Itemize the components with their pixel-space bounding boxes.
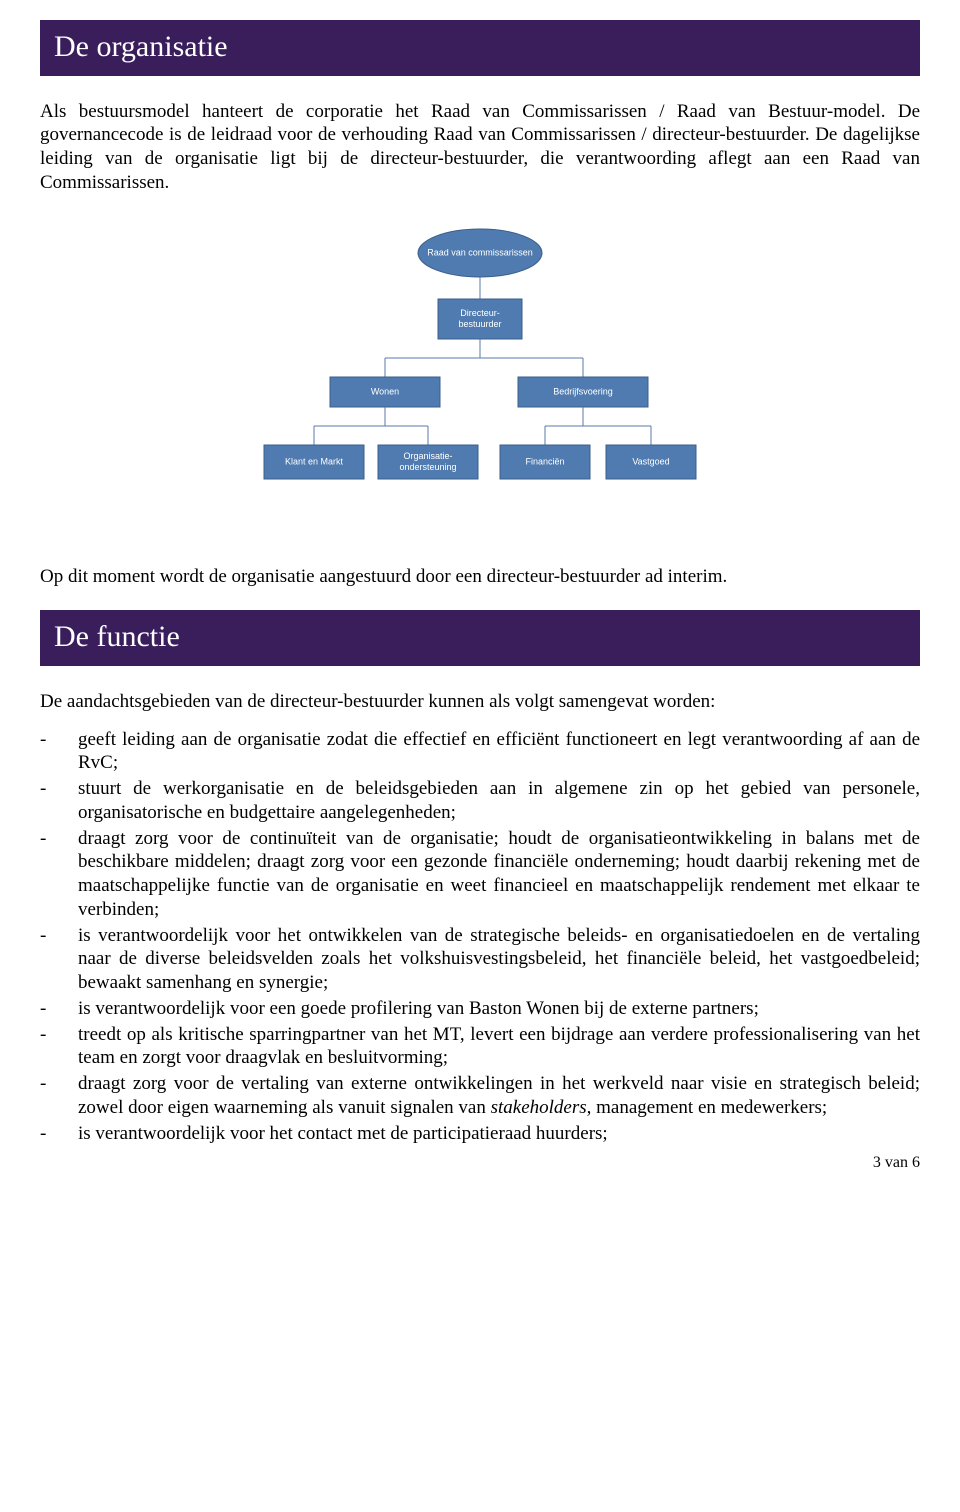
list-item: treedt op als kritische sparringpartner … — [40, 1023, 920, 1071]
after-chart-paragraph: Op dit moment wordt de organisatie aange… — [40, 565, 920, 589]
bullet-list: geeft leiding aan de organisatie zodat d… — [40, 728, 920, 1146]
svg-text:bestuurder: bestuurder — [458, 318, 501, 328]
svg-text:Financiën: Financiën — [525, 456, 564, 466]
section-header-organisatie: De organisatie — [40, 20, 920, 76]
section-title: De organisatie — [54, 30, 228, 63]
svg-text:Klant en Markt: Klant en Markt — [285, 456, 344, 466]
intro-paragraph: Als bestuursmodel hanteert de corporatie… — [40, 100, 920, 195]
list-item: draagt zorg voor de continuïteit van de … — [40, 827, 920, 922]
list-item: is verantwoordelijk voor het contact met… — [40, 1122, 920, 1146]
list-item: draagt zorg voor de vertaling van extern… — [40, 1072, 920, 1120]
svg-text:Wonen: Wonen — [371, 386, 399, 396]
list-item: geeft leiding aan de organisatie zodat d… — [40, 728, 920, 776]
list-item: is verantwoordelijk voor het ontwikkelen… — [40, 924, 920, 995]
list-item: stuurt de werkorganisatie en de beleidsg… — [40, 777, 920, 825]
functie-intro: De aandachtsgebieden van de directeur-be… — [40, 690, 920, 714]
page-footer: 3 van 6 — [40, 1153, 920, 1173]
svg-text:Organisatie-: Organisatie- — [403, 450, 452, 460]
org-chart: Raad van commissarissen Directeur-bestuur… — [220, 225, 740, 525]
list-item: is verantwoordelijk voor een goede profi… — [40, 997, 920, 1021]
section-title: De functie — [54, 620, 180, 653]
svg-text:Bedrijfsvoering: Bedrijfsvoering — [553, 386, 613, 396]
svg-text:Raad van commissarissen: Raad van commissarissen — [427, 247, 533, 257]
svg-text:Vastgoed: Vastgoed — [632, 456, 669, 466]
page-number: 3 van 6 — [873, 1154, 920, 1171]
org-chart-svg: Raad van commissarissen Directeur-bestuur… — [220, 225, 740, 525]
svg-text:ondersteuning: ondersteuning — [399, 461, 456, 471]
section-header-functie: De functie — [40, 610, 920, 666]
svg-text:Directeur-: Directeur- — [460, 307, 500, 317]
